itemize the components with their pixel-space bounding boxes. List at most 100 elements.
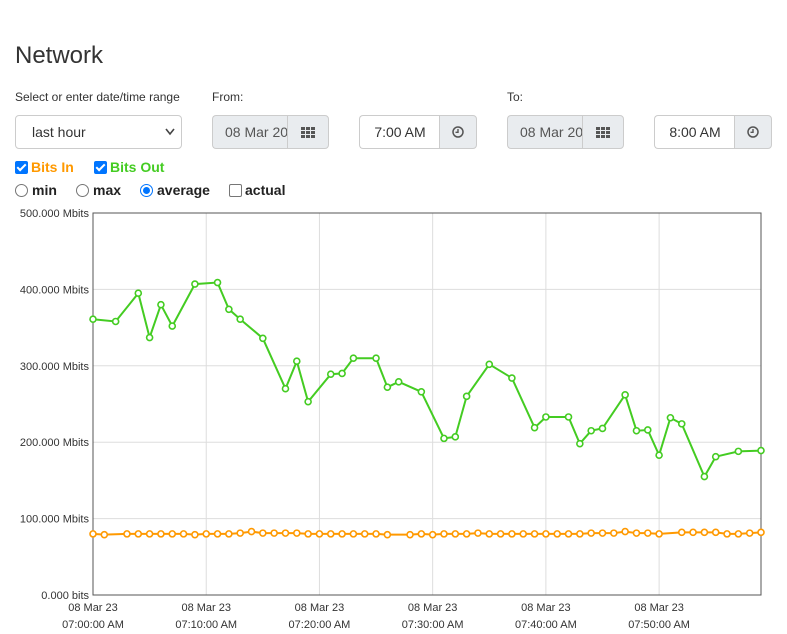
option-max[interactable]: max (76, 182, 121, 198)
to-time-picker-button[interactable] (734, 115, 772, 149)
bits-in-point (123, 530, 131, 538)
calendar-grid-icon (596, 126, 610, 138)
to-date-picker-button[interactable] (582, 115, 624, 149)
bits-out-line (92, 281, 762, 479)
bits-in-point (417, 530, 426, 538)
bits-in-point (508, 530, 516, 538)
plot-area (92, 212, 762, 596)
bits-out-point (462, 392, 471, 401)
bits-out-point (372, 354, 380, 362)
bits-in-point (326, 530, 335, 538)
chevron-down-icon (165, 116, 175, 162)
bits-out-point (326, 370, 335, 379)
bits-in-point (723, 530, 731, 538)
bits-out-checkbox[interactable] (94, 160, 107, 174)
option-average[interactable]: average (140, 182, 210, 198)
bits-out-point (281, 384, 290, 393)
bits-in-point (734, 530, 743, 538)
bits-in-point (496, 530, 505, 538)
bits-out-point (700, 472, 709, 481)
bits-out-point (191, 280, 199, 288)
network-chart: 0.000 bits 100.000 Mbits 200.000 Mbits 300.… (20, 208, 765, 631)
bits-in-point (292, 529, 301, 537)
clock-icon (452, 126, 464, 138)
bits-out-point (530, 423, 539, 432)
from-date-input[interactable]: 08 Mar 2023 (212, 115, 288, 149)
max-label: max (93, 182, 122, 198)
x-tick-label-time: 07:40:00 AM (515, 619, 577, 631)
bits-in-point (372, 530, 380, 538)
bits-out-point (440, 434, 448, 443)
bits-out-point (394, 378, 403, 386)
range-select-value: last hour (32, 124, 86, 140)
bits-in-point (315, 530, 324, 538)
series-layer (89, 278, 765, 539)
bits-in-point (213, 530, 222, 538)
bits-in-point (655, 530, 663, 538)
from-time-picker-button[interactable] (439, 115, 477, 149)
bits-in-point (247, 527, 256, 536)
clock-icon (747, 126, 759, 138)
bits-in-point (134, 530, 143, 538)
from-label: From: (212, 90, 244, 104)
calendar-grid-icon (301, 126, 315, 138)
from-time-input[interactable]: 7:00 AM (359, 115, 440, 149)
bits-out-point (292, 357, 301, 366)
bits-out-point (111, 317, 120, 326)
bits-out-label: Bits Out (110, 159, 165, 175)
bits-in-point (179, 530, 188, 538)
bits-in-label: Bits In (31, 159, 74, 175)
bits-in-point (485, 530, 494, 538)
range-select[interactable]: last hour (15, 115, 182, 149)
option-actual[interactable]: actual (229, 182, 285, 198)
bits-out-point (417, 387, 426, 396)
bits-in-point (259, 529, 267, 537)
x-tick-label-time: 07:00:00 AM (62, 619, 124, 631)
bits-in-point (598, 529, 607, 537)
bits-in-point (462, 530, 471, 538)
bits-in-toggle[interactable]: Bits In (15, 159, 74, 175)
x-tick-label-time: 07:30:00 AM (402, 619, 464, 631)
bits-out-point (542, 413, 550, 421)
average-label: average (157, 182, 210, 198)
bits-in-point (610, 529, 618, 537)
bits-in-point (360, 530, 369, 538)
bits-out-point (349, 354, 358, 362)
bits-out-point (383, 383, 392, 391)
x-tick-label-date: 08 Mar 23 (68, 602, 118, 614)
y-tick-label: 100.000 Mbits (20, 514, 90, 526)
to-time-input[interactable]: 8:00 AM (654, 115, 735, 149)
y-tick-label: 400.000 Mbits (20, 284, 90, 296)
bits-out-toggle[interactable]: Bits Out (94, 159, 164, 175)
max-radio[interactable] (76, 183, 89, 197)
from-date-picker-button[interactable] (287, 115, 329, 149)
bits-in-point (451, 530, 460, 538)
bits-out-point (711, 452, 720, 461)
bits-in-point (191, 530, 199, 539)
actual-checkbox[interactable] (229, 183, 242, 197)
bits-out-point (655, 451, 663, 459)
min-radio[interactable] (15, 183, 28, 197)
bits-in-point (677, 528, 686, 537)
bits-out-point (621, 391, 629, 399)
x-tick-label-date: 08 Mar 23 (521, 602, 571, 614)
bits-in-point (576, 530, 584, 538)
bits-out-point (213, 278, 222, 287)
bits-in-point (711, 528, 720, 537)
bits-in-point (406, 530, 414, 539)
actual-label: actual (245, 182, 286, 198)
bits-in-point (474, 529, 482, 537)
bits-in-point (281, 529, 290, 537)
bits-out-point (666, 413, 675, 422)
bits-in-point (632, 529, 641, 537)
average-radio[interactable] (140, 183, 153, 197)
bits-out-point (598, 424, 607, 433)
bits-in-checkbox[interactable] (15, 160, 28, 174)
page-title: Network (15, 42, 104, 69)
y-axis-labels: 0.000 bits 100.000 Mbits 200.000 Mbits 300.… (20, 208, 90, 602)
bits-out-point (485, 360, 494, 369)
bits-in-point (553, 530, 562, 538)
option-min[interactable]: min (15, 182, 57, 198)
to-date-input[interactable]: 08 Mar 2023 (507, 115, 583, 149)
bits-in-point (643, 529, 652, 537)
